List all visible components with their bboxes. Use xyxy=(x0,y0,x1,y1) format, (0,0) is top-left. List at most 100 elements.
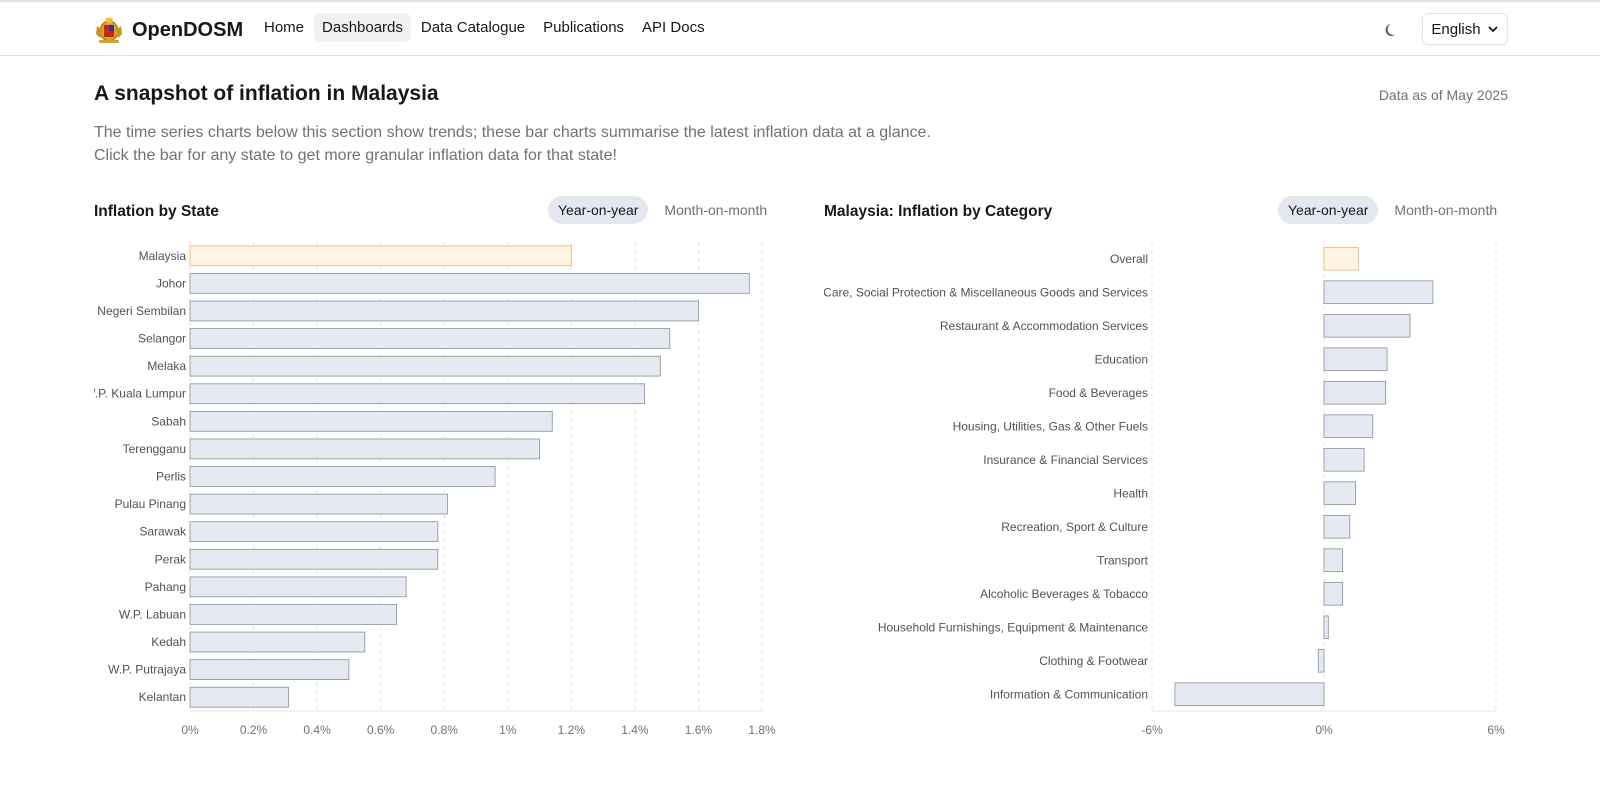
page-description: The time series charts below this sectio… xyxy=(94,121,931,167)
category-category-label: Overall xyxy=(1110,252,1148,266)
state-category-label: Malaysia xyxy=(139,249,187,263)
state-bar[interactable] xyxy=(189,548,439,570)
nav-api-docs[interactable]: API Docs xyxy=(642,19,705,36)
state-chart-toggle: Year-on-year Month-on-month xyxy=(548,196,777,224)
state-tick-label: 1.6% xyxy=(685,723,713,737)
nav-publications[interactable]: Publications xyxy=(543,19,625,36)
data-as-of: Data as of May 2025 xyxy=(1378,87,1508,103)
state-toggle-mom[interactable]: Month-on-month xyxy=(664,202,768,218)
category-category-label: Personal Care, Social Protection & Misce… xyxy=(772,285,1148,299)
category-bar[interactable] xyxy=(1323,347,1388,372)
nav-dashboards[interactable]: Dashboards xyxy=(314,13,411,42)
state-category-label: Kelantan xyxy=(139,690,186,704)
category-bar[interactable] xyxy=(1323,280,1434,305)
state-category-label: Negeri Sembilan xyxy=(97,304,186,318)
category-category-label: Household Furnishings, Equipment & Maint… xyxy=(878,620,1148,634)
category-bar[interactable] xyxy=(1323,246,1359,271)
state-category-label: W.P. Kuala Lumpur xyxy=(84,387,186,401)
description-line-2: Click the bar for any state to get more … xyxy=(94,147,617,164)
category-bar[interactable] xyxy=(1323,481,1356,506)
state-bar[interactable] xyxy=(189,438,540,460)
state-bar[interactable] xyxy=(189,300,699,322)
nav-home[interactable]: Home xyxy=(264,19,305,36)
state-tick-label: 0% xyxy=(181,723,199,737)
state-bar[interactable] xyxy=(189,686,289,708)
state-category-label: W.P. Labuan xyxy=(119,607,186,621)
state-bar[interactable] xyxy=(189,410,553,432)
state-bar[interactable] xyxy=(189,466,496,487)
category-tick-label: 0% xyxy=(1315,723,1333,737)
state-category-label: Perak xyxy=(155,552,187,566)
state-category-label: Sabah xyxy=(151,414,186,428)
category-bar[interactable] xyxy=(1174,682,1325,707)
category-category-label: Housing, Utilities, Gas & Other Fuels xyxy=(953,419,1148,433)
state-bar[interactable] xyxy=(189,355,661,377)
category-bar[interactable] xyxy=(1323,548,1344,573)
category-category-label: Information & Communication xyxy=(990,687,1148,701)
category-bar[interactable] xyxy=(1323,514,1351,539)
state-bar[interactable] xyxy=(189,328,671,349)
category-category-label: Transport xyxy=(1097,553,1149,567)
state-bar[interactable] xyxy=(189,576,407,598)
state-category-label: Johor xyxy=(156,276,186,290)
nav-data-catalogue[interactable]: Data Catalogue xyxy=(420,19,526,36)
main-nav: Home Dashboards Data Catalogue Publicati… xyxy=(256,13,713,42)
category-bar[interactable] xyxy=(1323,447,1365,472)
category-bar[interactable] xyxy=(1323,380,1387,405)
state-bar[interactable] xyxy=(189,383,645,405)
state-category-label: Pahang xyxy=(145,580,186,594)
site-header: OpenDOSM Home Dashboards Data Catalogue … xyxy=(0,2,1600,56)
category-toggle-mom[interactable]: Month-on-month xyxy=(1394,202,1498,218)
category-category-label: Recreation, Sport & Culture xyxy=(1001,520,1148,534)
state-toggle-yoy[interactable]: Year-on-year xyxy=(548,196,649,224)
state-tick-label: 0.2% xyxy=(240,723,268,737)
category-bar[interactable] xyxy=(1323,615,1329,640)
category-chart-toggle: Year-on-year Month-on-month xyxy=(1278,196,1507,224)
category-bar[interactable] xyxy=(1323,414,1374,439)
state-bar[interactable] xyxy=(189,604,397,625)
category-category-label: Restaurant & Accommodation Services xyxy=(940,319,1148,333)
state-category-label: W.P. Putrajaya xyxy=(108,663,186,677)
theme-toggle-button[interactable] xyxy=(1382,20,1402,40)
state-bar[interactable] xyxy=(189,493,448,515)
category-bar[interactable] xyxy=(1317,648,1325,673)
coat-of-arms-icon xyxy=(96,17,122,43)
state-bar[interactable] xyxy=(189,631,366,653)
state-tick-label: 0.8% xyxy=(431,723,459,737)
state-category-label: Perlis xyxy=(156,470,186,484)
description-line-1: The time series charts below this sectio… xyxy=(94,124,931,141)
brand-name: OpenDOSM xyxy=(132,18,244,41)
state-chart-title: Inflation by State xyxy=(94,203,219,220)
language-label: English xyxy=(1431,20,1481,38)
moon-icon xyxy=(1385,24,1396,36)
state-tick-label: 1.4% xyxy=(621,723,649,737)
category-category-label: Food & Beverages xyxy=(1049,386,1148,400)
category-tick-label: -6% xyxy=(1141,723,1163,737)
state-category-label: Selangor xyxy=(138,332,186,346)
category-category-label: Insurance & Financial Services xyxy=(983,453,1148,467)
state-bar[interactable] xyxy=(189,273,750,294)
brand-logo-link[interactable]: OpenDOSM xyxy=(94,16,243,44)
state-tick-label: 1.2% xyxy=(558,723,586,737)
state-category-label: Melaka xyxy=(147,359,186,373)
category-tick-label: 6% xyxy=(1487,723,1505,737)
category-chart-title: Malaysia: Inflation by Category xyxy=(824,203,1053,220)
state-bar[interactable] xyxy=(189,245,572,267)
state-tick-label: 0.4% xyxy=(303,723,331,737)
category-bar[interactable] xyxy=(1323,313,1411,338)
state-bar[interactable] xyxy=(189,659,350,680)
category-category-label: Education xyxy=(1095,352,1148,366)
category-toggle-yoy[interactable]: Year-on-year xyxy=(1278,196,1379,224)
top-border xyxy=(0,0,1600,2)
chevron-down-icon xyxy=(1487,26,1498,33)
state-category-label: Kedah xyxy=(151,635,186,649)
language-select[interactable]: English xyxy=(1422,13,1508,45)
category-category-label: Health xyxy=(1113,486,1148,500)
state-bar[interactable] xyxy=(189,521,439,543)
state-category-label: Pulau Pinang xyxy=(115,497,186,511)
category-bar[interactable] xyxy=(1323,581,1344,606)
category-category-label: Alcoholic Beverages & Tobacco xyxy=(980,587,1148,601)
category-category-label: Clothing & Footwear xyxy=(1039,654,1148,668)
